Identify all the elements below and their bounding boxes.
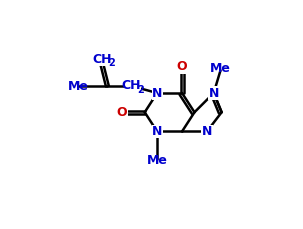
Text: N: N [152,125,162,138]
Text: N: N [152,87,162,100]
Bar [152,86,163,100]
Bar [208,86,219,100]
Text: 2: 2 [108,58,115,68]
Text: O: O [177,60,187,74]
Text: 2: 2 [137,85,144,95]
Text: Me: Me [147,154,168,167]
Text: CH: CH [92,53,112,65]
Text: O: O [117,106,127,119]
Text: N: N [202,125,212,138]
Bar [201,125,213,138]
Bar [94,52,112,66]
Text: Me: Me [68,80,88,93]
Bar [124,78,141,93]
Bar [176,60,188,74]
Bar [152,125,163,138]
Text: N: N [208,87,219,100]
Text: CH: CH [122,79,141,92]
Bar [116,105,128,119]
Text: Me: Me [210,62,231,75]
